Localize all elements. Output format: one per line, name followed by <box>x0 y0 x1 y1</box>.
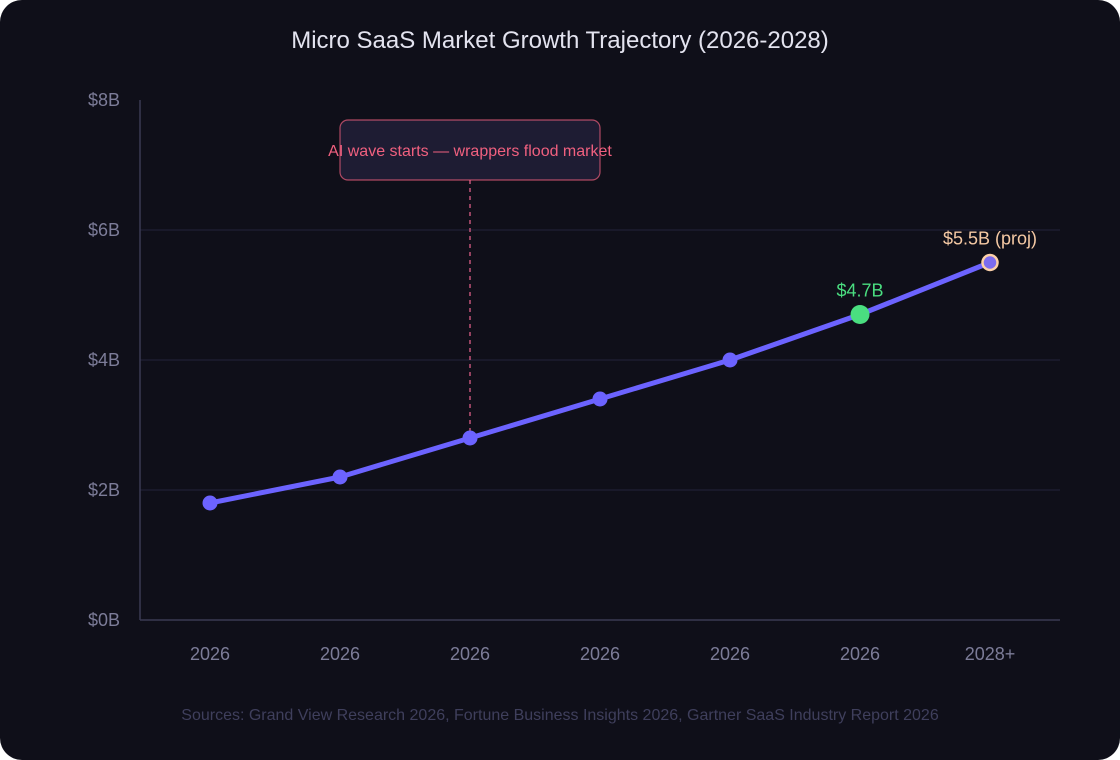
data-point <box>592 391 608 407</box>
y-tick-labels: $0B $2B $4B $6B $8B <box>88 90 120 630</box>
data-point-highlight <box>850 305 870 324</box>
y-tick-label: $0B <box>88 610 120 630</box>
data-label-projection: $5.5B (proj) <box>943 229 1037 249</box>
chart-title: Micro SaaS Market Growth Trajectory (202… <box>291 27 829 54</box>
data-point <box>462 430 478 446</box>
data-label-highlight: $4.7B <box>836 281 883 301</box>
x-tick-label: 2026 <box>710 644 750 664</box>
chart-source: Sources: Grand View Research 2026, Fortu… <box>181 707 939 724</box>
data-point-projection <box>981 253 999 272</box>
data-point <box>722 352 738 368</box>
grid-lines <box>140 229 1060 491</box>
data-point <box>202 495 218 511</box>
x-tick-label: 2026 <box>450 644 490 664</box>
data-points <box>202 253 999 511</box>
x-tick-label: 2026 <box>840 644 880 664</box>
x-tick-label: 2026 <box>320 644 360 664</box>
x-tick-label: 2026 <box>580 644 620 664</box>
data-labels: $4.7B $5.5B (proj) <box>836 229 1037 301</box>
y-tick-label: $4B <box>88 350 120 370</box>
annotation-box <box>339 119 601 181</box>
x-tick-label: 2026 <box>190 644 230 664</box>
x-tick-labels: 2026 2026 2026 2026 2026 2026 2028+ <box>190 644 1015 664</box>
annotation-text: AI wave starts — wrappers flood market <box>328 143 612 160</box>
annotation: AI wave starts — wrappers flood market <box>328 119 612 434</box>
y-tick-label: $8B <box>88 90 120 110</box>
x-tick-label: 2028+ <box>965 644 1016 664</box>
y-tick-label: $2B <box>88 480 120 500</box>
data-point <box>332 469 348 485</box>
y-tick-label: $6B <box>88 220 120 240</box>
